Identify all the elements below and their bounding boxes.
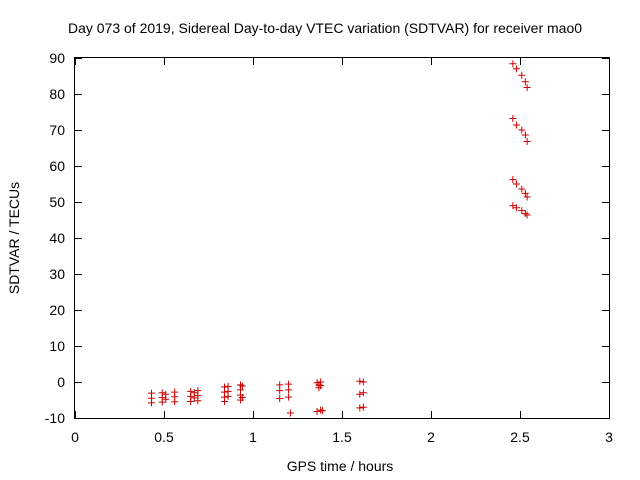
x-axis: 0 0.5 1 1.5 2 2.5 3 [71, 58, 613, 445]
y-tick-label: 10 [49, 338, 65, 354]
data-point [221, 397, 229, 405]
y-tick-label: 80 [49, 86, 65, 102]
data-point [509, 60, 517, 68]
data-point [359, 378, 367, 386]
data-point [238, 382, 246, 390]
data-point [276, 387, 284, 395]
data-point [317, 382, 325, 390]
data-point [512, 121, 520, 129]
data-point [521, 131, 529, 139]
data-point [318, 407, 326, 415]
x-axis-label: GPS time / hours [287, 458, 394, 474]
y-axis: -10 0 10 20 30 40 50 60 70 80 90 [45, 50, 609, 426]
data-point [190, 394, 198, 402]
data-point [171, 398, 179, 406]
data-point [523, 84, 531, 92]
data-point [509, 202, 517, 210]
data-point [359, 403, 367, 411]
x-tick-label: 1.5 [332, 429, 352, 445]
data-point [523, 193, 531, 201]
x-tick-label: 0 [71, 429, 79, 445]
x-tick-label: 3 [605, 429, 613, 445]
x-tick-label: 1 [249, 429, 257, 445]
data-point [509, 114, 517, 122]
y-tick-label: 20 [49, 302, 65, 318]
data-point [194, 397, 202, 405]
x-tick-label: 2 [427, 429, 435, 445]
data-point [518, 185, 526, 193]
data-point [356, 377, 364, 385]
data-point [518, 71, 526, 79]
x-tick-label: 2.5 [510, 429, 530, 445]
data-point [523, 211, 531, 219]
data-point [224, 392, 232, 400]
y-tick-label: 60 [49, 158, 65, 174]
data-point [285, 386, 293, 394]
data-point [148, 399, 156, 407]
data-point [523, 138, 531, 146]
data-point [512, 204, 520, 212]
y-tick-label: -10 [45, 410, 65, 426]
data-point [518, 207, 526, 215]
data-point [521, 189, 529, 197]
y-tick-label: 30 [49, 266, 65, 282]
chart-title: Day 073 of 2019, Sidereal Day-to-day VTE… [68, 20, 582, 36]
data-point [356, 404, 364, 412]
data-points [148, 60, 531, 417]
data-point [313, 408, 321, 416]
plot-frame [74, 57, 610, 419]
y-tick-label: 0 [57, 374, 65, 390]
y-tick-label: 70 [49, 122, 65, 138]
y-axis-label: SDTVAR / TECUs [6, 182, 22, 294]
data-point [512, 65, 520, 73]
data-point [521, 78, 529, 86]
data-point [359, 389, 367, 397]
data-point [509, 176, 517, 184]
y-tick-label: 40 [49, 230, 65, 246]
y-tick-label: 50 [49, 194, 65, 210]
data-point [158, 398, 166, 406]
data-point [238, 393, 246, 401]
data-point [356, 390, 364, 398]
data-point [512, 180, 520, 188]
data-point [162, 395, 170, 403]
data-point [317, 406, 325, 414]
data-point [276, 395, 284, 403]
data-point [518, 126, 526, 134]
y-tick-label: 90 [49, 50, 65, 66]
data-point [187, 397, 195, 405]
data-point [521, 210, 529, 218]
data-point [286, 409, 294, 417]
x-tick-label: 0.5 [154, 429, 174, 445]
data-point [285, 393, 293, 401]
